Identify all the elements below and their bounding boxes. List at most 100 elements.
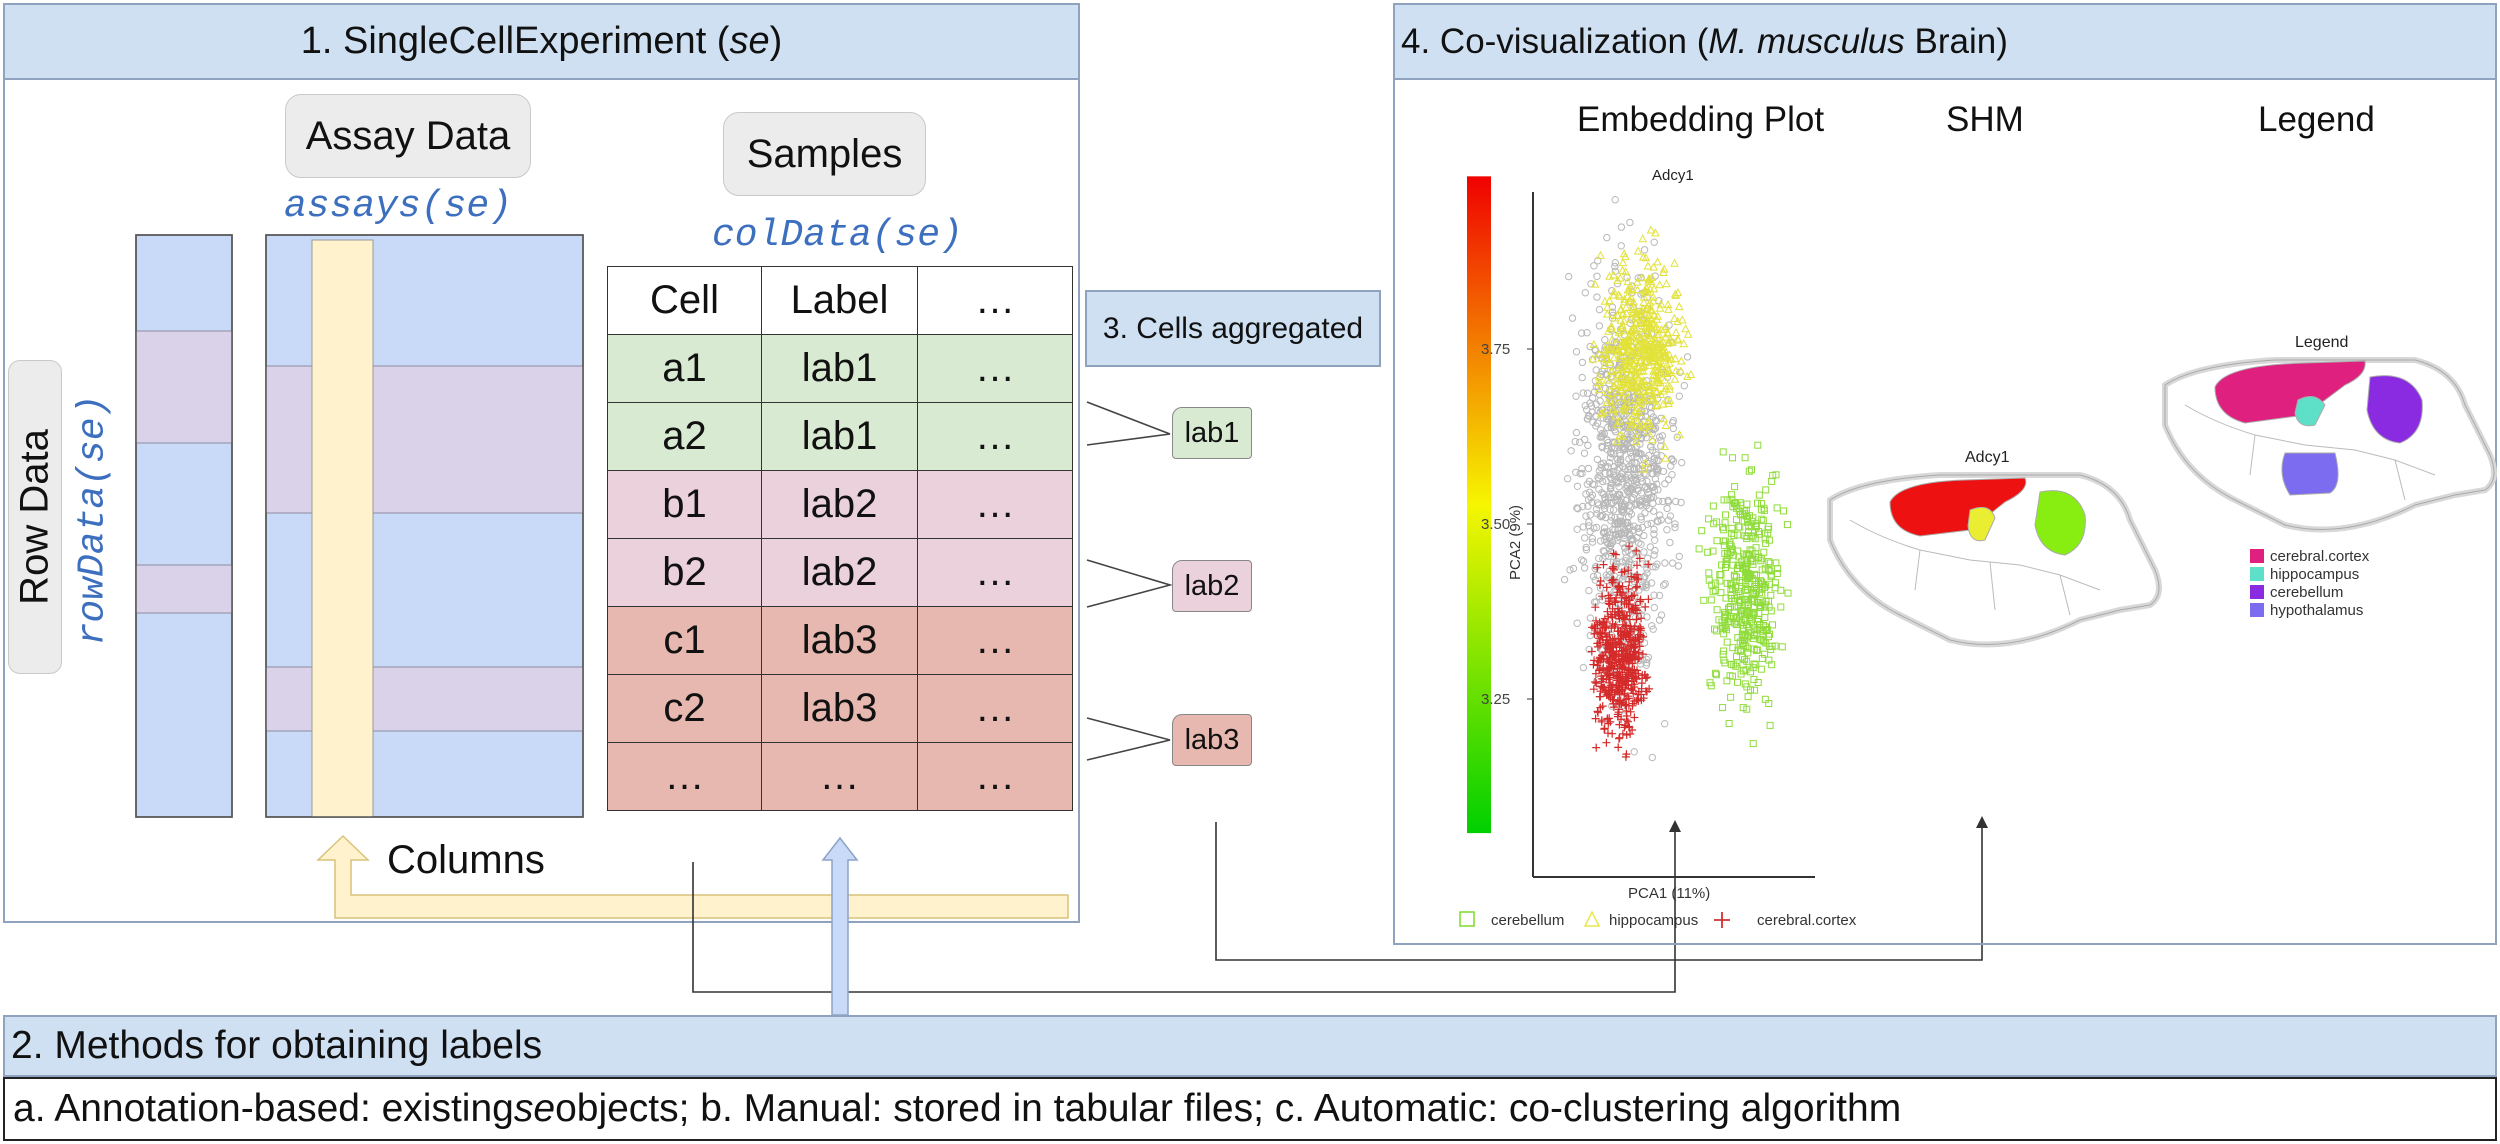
point-cerebral-cortex xyxy=(1619,644,1628,653)
point-gray xyxy=(1586,511,1595,519)
point-hippocampus xyxy=(1648,296,1658,305)
point-cerebellum xyxy=(1743,683,1751,691)
point-cerebellum xyxy=(1758,515,1766,523)
point-hippocampus xyxy=(1605,395,1615,404)
point-hippocampus xyxy=(1663,337,1673,346)
point-gray xyxy=(1591,345,1599,354)
point-cerebral-cortex xyxy=(1594,634,1603,643)
point-cerebral-cortex xyxy=(1613,664,1622,673)
point-gray xyxy=(1633,442,1641,451)
point-gray xyxy=(1583,329,1591,337)
point-cerebral-cortex xyxy=(1628,699,1637,708)
point-gray xyxy=(1606,505,1614,514)
point-gray xyxy=(1584,502,1592,510)
point-cerebral-cortex xyxy=(1619,656,1628,665)
point-hippocampus xyxy=(1641,253,1651,262)
point-hippocampus xyxy=(1643,310,1653,319)
point-cerebellum xyxy=(1767,591,1775,599)
point-hippocampus xyxy=(1659,264,1669,273)
point-gray xyxy=(1604,463,1612,471)
point-hippocampus xyxy=(1610,396,1619,405)
point-hippocampus xyxy=(1620,297,1629,306)
point-cerebellum xyxy=(1737,670,1745,678)
point-hippocampus xyxy=(1624,341,1634,350)
point-cerebral-cortex xyxy=(1607,624,1616,633)
point-cerebral-cortex xyxy=(1603,666,1612,675)
point-gray xyxy=(1585,412,1593,420)
point-hippocampus xyxy=(1675,430,1684,439)
point-cerebral-cortex xyxy=(1618,729,1627,738)
point-hippocampus xyxy=(1650,364,1660,373)
point-hippocampus xyxy=(1615,353,1625,362)
point-hippocampus xyxy=(1607,372,1617,381)
table-row: a2 lab1 … xyxy=(607,402,1073,471)
point-cerebellum xyxy=(1744,644,1752,652)
point-cerebellum xyxy=(1736,590,1744,598)
point-gray xyxy=(1568,314,1577,322)
point-gray xyxy=(1589,394,1597,402)
point-cerebellum xyxy=(1729,561,1737,569)
point-cerebellum xyxy=(1733,652,1740,660)
point-cerebellum xyxy=(1757,603,1765,611)
point-hippocampus xyxy=(1627,293,1637,302)
point-cerebellum xyxy=(1754,441,1762,449)
point-cerebellum xyxy=(1761,565,1769,573)
point-cerebral-cortex xyxy=(1620,689,1629,698)
point-gray xyxy=(1640,639,1649,647)
point-gray xyxy=(1592,523,1601,532)
point-cerebral-cortex xyxy=(1596,665,1604,674)
point-hippocampus xyxy=(1655,345,1664,354)
point-hippocampus xyxy=(1662,360,1672,369)
point-gray xyxy=(1643,613,1651,621)
point-gray xyxy=(1683,353,1692,361)
point-cerebral-cortex xyxy=(1622,680,1631,689)
point-cerebral-cortex xyxy=(1625,607,1634,616)
point-hippocampus xyxy=(1656,378,1665,387)
point-hippocampus xyxy=(1676,366,1686,375)
point-hippocampus xyxy=(1618,308,1628,317)
point-cerebral-cortex xyxy=(1608,604,1617,613)
y-tick-label: 3.50 xyxy=(1481,516,1510,533)
point-cerebral-cortex xyxy=(1615,614,1624,623)
point-hippocampus xyxy=(1629,347,1639,356)
point-gray xyxy=(1644,459,1653,468)
point-hippocampus xyxy=(1594,372,1604,381)
point-hippocampus xyxy=(1643,261,1653,270)
point-cerebral-cortex xyxy=(1623,649,1631,658)
point-cerebral-cortex xyxy=(1622,621,1631,630)
point-cerebellum xyxy=(1722,558,1730,565)
point-cerebellum xyxy=(1751,582,1759,590)
point-gray xyxy=(1601,336,1609,344)
point-hippocampus xyxy=(1618,258,1628,267)
point-gray xyxy=(1597,463,1605,472)
point-gray xyxy=(1606,485,1615,493)
point-cerebral-cortex xyxy=(1623,612,1632,620)
coldata-code: colData(se) xyxy=(712,214,963,257)
shm-gene-title: Adcy1 xyxy=(1965,449,2010,466)
point-hippocampus xyxy=(1652,387,1662,396)
point-gray xyxy=(1642,501,1651,510)
point-gray xyxy=(1628,535,1636,544)
point-cerebellum xyxy=(1707,596,1715,604)
point-hippocampus xyxy=(1663,366,1673,375)
point-hippocampus xyxy=(1646,305,1655,314)
point-cerebral-cortex xyxy=(1605,664,1613,673)
point-cerebellum xyxy=(1780,507,1787,515)
point-hippocampus xyxy=(1619,341,1628,350)
point-hippocampus xyxy=(1670,374,1680,383)
point-gray xyxy=(1643,477,1651,486)
point-gray xyxy=(1650,238,1658,246)
point-cerebral-cortex xyxy=(1634,648,1643,657)
point-gray xyxy=(1586,631,1594,640)
point-cerebral-cortex xyxy=(1615,699,1624,708)
point-cerebellum xyxy=(1725,605,1732,613)
point-cerebral-cortex xyxy=(1609,549,1618,558)
point-gray xyxy=(1582,512,1590,520)
point-gray xyxy=(1616,513,1624,521)
point-gray xyxy=(1599,477,1607,486)
point-hippocampus xyxy=(1615,291,1625,300)
point-hippocampus xyxy=(1651,401,1661,410)
point-hippocampus xyxy=(1609,381,1618,390)
point-hippocampus xyxy=(1649,357,1658,366)
